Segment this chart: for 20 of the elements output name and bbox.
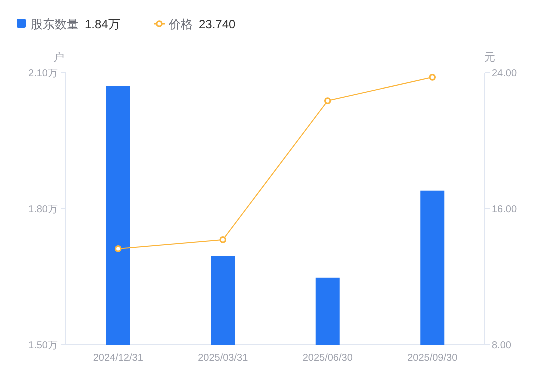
legend-label: 价格 bbox=[168, 18, 193, 32]
point bbox=[429, 74, 436, 81]
text: 23.740 bbox=[199, 18, 236, 32]
x-tick-label: 2025/03/31 bbox=[198, 353, 249, 364]
y2-tick-label: 24.00 bbox=[492, 68, 518, 80]
y-tick-label: 2.10万 bbox=[28, 68, 58, 80]
legend-label: 股东数量 bbox=[31, 18, 79, 32]
x-tick-label: 2024/12/31 bbox=[93, 353, 144, 364]
y-tick-label: 1.50万 bbox=[28, 340, 58, 352]
text: 1.84万 bbox=[85, 18, 120, 32]
x-tick-label: 2025/09/30 bbox=[408, 353, 458, 364]
y2-axis-title: 元 bbox=[484, 52, 496, 64]
point bbox=[114, 246, 122, 252]
y2-tick-label: 8.00 bbox=[492, 340, 512, 352]
y-axis-title: 户 bbox=[54, 51, 64, 64]
x-tick-label: 2025/06/30 bbox=[302, 353, 354, 364]
y-tick-label: 1.80万 bbox=[28, 204, 58, 216]
point bbox=[220, 236, 227, 244]
y2-tick-label: 16.00 bbox=[492, 204, 518, 216]
point bbox=[324, 98, 332, 104]
